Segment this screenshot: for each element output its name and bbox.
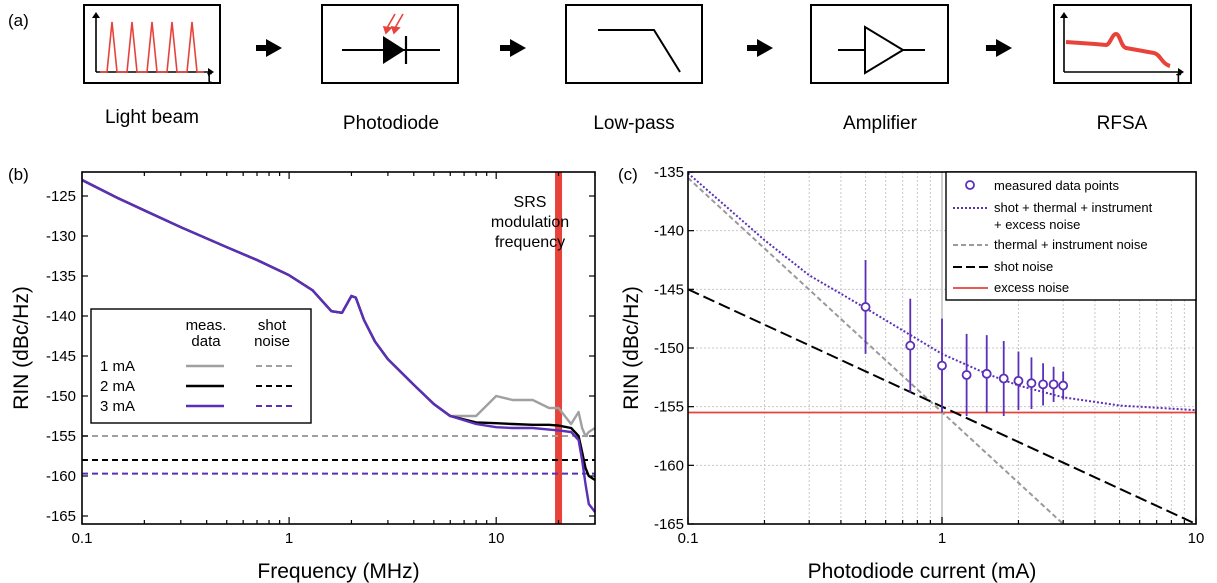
y-tick-label: -165: [654, 516, 684, 533]
thermal-instrument-line: [688, 177, 1064, 524]
y-tick-label: -135: [46, 268, 76, 285]
low-pass-response-icon: [598, 29, 681, 73]
data-point: [1013, 375, 1024, 386]
data-point: [905, 340, 916, 351]
legend-header-shot: noise: [254, 333, 290, 350]
amplifier-label: Amplifier: [843, 113, 918, 134]
time-axis-label: t: [207, 67, 212, 87]
time-axis-arrow: [208, 68, 214, 76]
y-tick-label: -140: [654, 223, 684, 240]
total-noise-curve: [688, 172, 1196, 412]
y-tick-label: -150: [46, 388, 76, 405]
legend-label: shot + thermal + instrument: [994, 200, 1153, 215]
panel-c-label: (c): [618, 165, 638, 184]
plot-content: [688, 172, 1196, 524]
x-axis-label: Photodiode current (mA): [808, 560, 1037, 583]
low-pass-label: Low-pass: [593, 113, 674, 134]
data-point: [1038, 379, 1048, 390]
pulse-train: [100, 21, 204, 73]
y-axis-label: RIN (dBc/Hz): [10, 286, 33, 410]
legend-frame: [945, 171, 1197, 301]
low-pass-box: [565, 4, 703, 84]
data-point: [1048, 379, 1059, 390]
chart-b: -125 -130 -135 -140 -145 -150 -155 -160 -165 0.1 1…: [10, 171, 596, 583]
x-tick-label: 1: [938, 530, 946, 547]
amplifier-triangle-icon: [864, 25, 905, 75]
incident-light-icon: [382, 13, 404, 35]
legend-label: + excess noise: [994, 217, 1080, 232]
rin-curve-3: [81, 178, 596, 513]
y-axis-label: RIN (dBc/Hz): [620, 286, 643, 410]
legend-marker-points: [965, 180, 975, 190]
amplifier-box: [810, 4, 949, 84]
y-tick-label: -160: [654, 457, 684, 474]
data-point: [1058, 380, 1069, 391]
x-tick-label: 0.1: [678, 530, 699, 547]
y-tick-label: -145: [46, 348, 76, 365]
srs-annotation-line: frequency: [495, 234, 565, 251]
photodiode-box: [321, 4, 459, 84]
y-tick-label: -130: [46, 228, 76, 245]
diode-symbol-icon: [383, 36, 405, 64]
srs-annotation-line: modulation: [491, 214, 569, 231]
y-tick-label: -155: [654, 399, 684, 416]
x-axis-label: Frequency (MHz): [257, 560, 419, 583]
plot-frame: [81, 171, 596, 525]
x-tick-label: 10: [1188, 530, 1205, 547]
legend-label: thermal + instrument noise: [994, 237, 1148, 252]
legend-entry-label: 3 mA: [100, 398, 135, 415]
spectrum-curve: [1065, 31, 1171, 68]
x-tick-label: 1: [285, 530, 293, 547]
y-tick-label: -150: [654, 340, 684, 357]
rfsa-box: f: [1053, 4, 1192, 88]
data-point: [1026, 378, 1037, 389]
legend-header-meas: meas.: [186, 317, 227, 334]
data-point: [860, 302, 871, 312]
x-tick-label: 0.1: [72, 530, 93, 547]
panel-b-label: (b): [8, 165, 29, 184]
x-tick-label: 10: [488, 530, 505, 547]
light-beam-label: Light beam: [105, 107, 199, 128]
legend-header-meas: data: [191, 333, 221, 350]
amplitude-axis-arrow: [92, 12, 100, 18]
y-tick-label: -140: [46, 308, 76, 325]
data-point: [998, 373, 1009, 384]
legend-entry-label: 2 mA: [100, 378, 135, 395]
y-tick-label: -155: [46, 428, 76, 445]
data-point: [961, 370, 972, 380]
frequency-axis-label: f: [1176, 68, 1182, 88]
y-tick-label: -135: [654, 164, 684, 181]
legend: measured data points shot + thermal + ins…: [945, 171, 1197, 301]
y-tick-label: -165: [46, 508, 76, 525]
legend-label: measured data points: [994, 178, 1120, 193]
rfsa-label: RFSA: [1097, 113, 1148, 134]
legend-header-shot: shot: [258, 317, 287, 334]
y-tick-label: -145: [654, 281, 684, 298]
legend-label: shot noise: [994, 259, 1053, 274]
legend-label: excess noise: [994, 280, 1069, 295]
y-tick-label: -125: [46, 188, 76, 205]
light-beam-box: t: [83, 4, 221, 87]
legend-entry-label: 1 mA: [100, 358, 135, 375]
srs-frequency-marker: [555, 172, 563, 524]
photodiode-label: Photodiode: [343, 113, 439, 134]
srs-annotation-line: SRS: [514, 194, 547, 211]
data-point: [937, 360, 947, 371]
data-point: [981, 368, 992, 379]
panel-a-label: (a): [8, 11, 29, 30]
y-tick-label: -160: [46, 468, 76, 485]
